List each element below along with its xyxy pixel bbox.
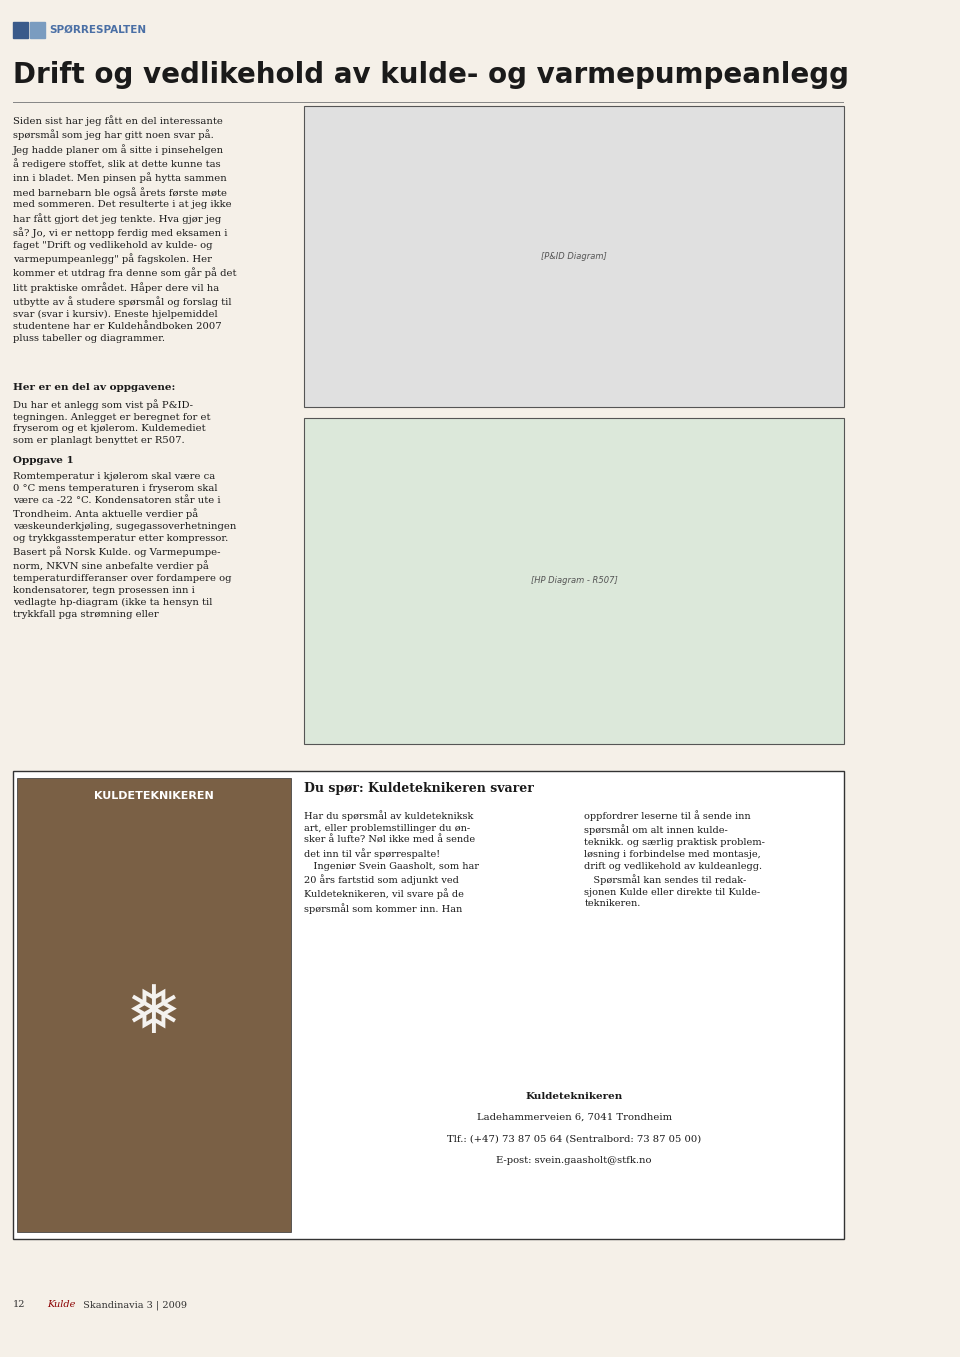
Text: Romtemperatur i kjølerom skal være ca
0 °C mens temperaturen i fryserom skal
vær: Romtemperatur i kjølerom skal være ca 0 … [12, 472, 236, 619]
Text: Du har et anlegg som vist på P&ID-
tegningen. Anlegget er beregnet for et
fryser: Du har et anlegg som vist på P&ID- tegni… [12, 399, 210, 445]
Bar [304, 418, 844, 744]
Bar [12, 22, 28, 38]
Text: [HP Diagram - R507]: [HP Diagram - R507] [531, 577, 617, 585]
Text: Har du spørsmål av kuldetekniksk
art, eller problemstillinger du øn-
sker å luft: Har du spørsmål av kuldetekniksk art, el… [304, 810, 479, 913]
Text: ❅: ❅ [127, 981, 182, 1048]
Text: Drift og vedlikehold av kulde- og varmepumpeanlegg: Drift og vedlikehold av kulde- og varmep… [12, 61, 849, 90]
Text: Tlf.: (+47) 73 87 05 64 (Sentralbord: 73 87 05 00): Tlf.: (+47) 73 87 05 64 (Sentralbord: 73… [447, 1134, 701, 1144]
Text: 12: 12 [12, 1300, 25, 1310]
Text: KULDETEKNIKEREN: KULDETEKNIKEREN [94, 791, 214, 801]
Bar [30, 22, 45, 38]
Text: SPØRRESPALTEN: SPØRRESPALTEN [49, 24, 146, 35]
Bar [12, 102, 844, 103]
Text: [P&ID Diagram]: [P&ID Diagram] [541, 252, 607, 261]
Text: Her er en del av oppgavene:: Her er en del av oppgavene: [12, 383, 176, 392]
Text: Ladehammerveien 6, 7041 Trondheim: Ladehammerveien 6, 7041 Trondheim [476, 1113, 672, 1122]
Text: Kuldeteknikeren: Kuldeteknikeren [525, 1092, 623, 1102]
Text: Siden sist har jeg fått en del interessante
spørsmål som jeg har gitt noen svar : Siden sist har jeg fått en del interessa… [12, 115, 236, 342]
Text: oppfordrer leserne til å sende inn
spørsmål om alt innen kulde-
teknikk. og særl: oppfordrer leserne til å sende inn spørs… [585, 810, 765, 908]
Bar [12, 771, 844, 1239]
Bar [304, 106, 844, 407]
Text: Du spør: Kuldeteknikeren svarer: Du spør: Kuldeteknikeren svarer [304, 782, 534, 795]
Text: E-post: svein.gaasholt@stfk.no: E-post: svein.gaasholt@stfk.no [496, 1156, 652, 1166]
Text: Skandinavia 3 | 2009: Skandinavia 3 | 2009 [80, 1300, 186, 1310]
Bar [17, 778, 291, 1232]
Text: Oppgave 1: Oppgave 1 [12, 456, 74, 465]
Text: Kulde: Kulde [47, 1300, 76, 1310]
